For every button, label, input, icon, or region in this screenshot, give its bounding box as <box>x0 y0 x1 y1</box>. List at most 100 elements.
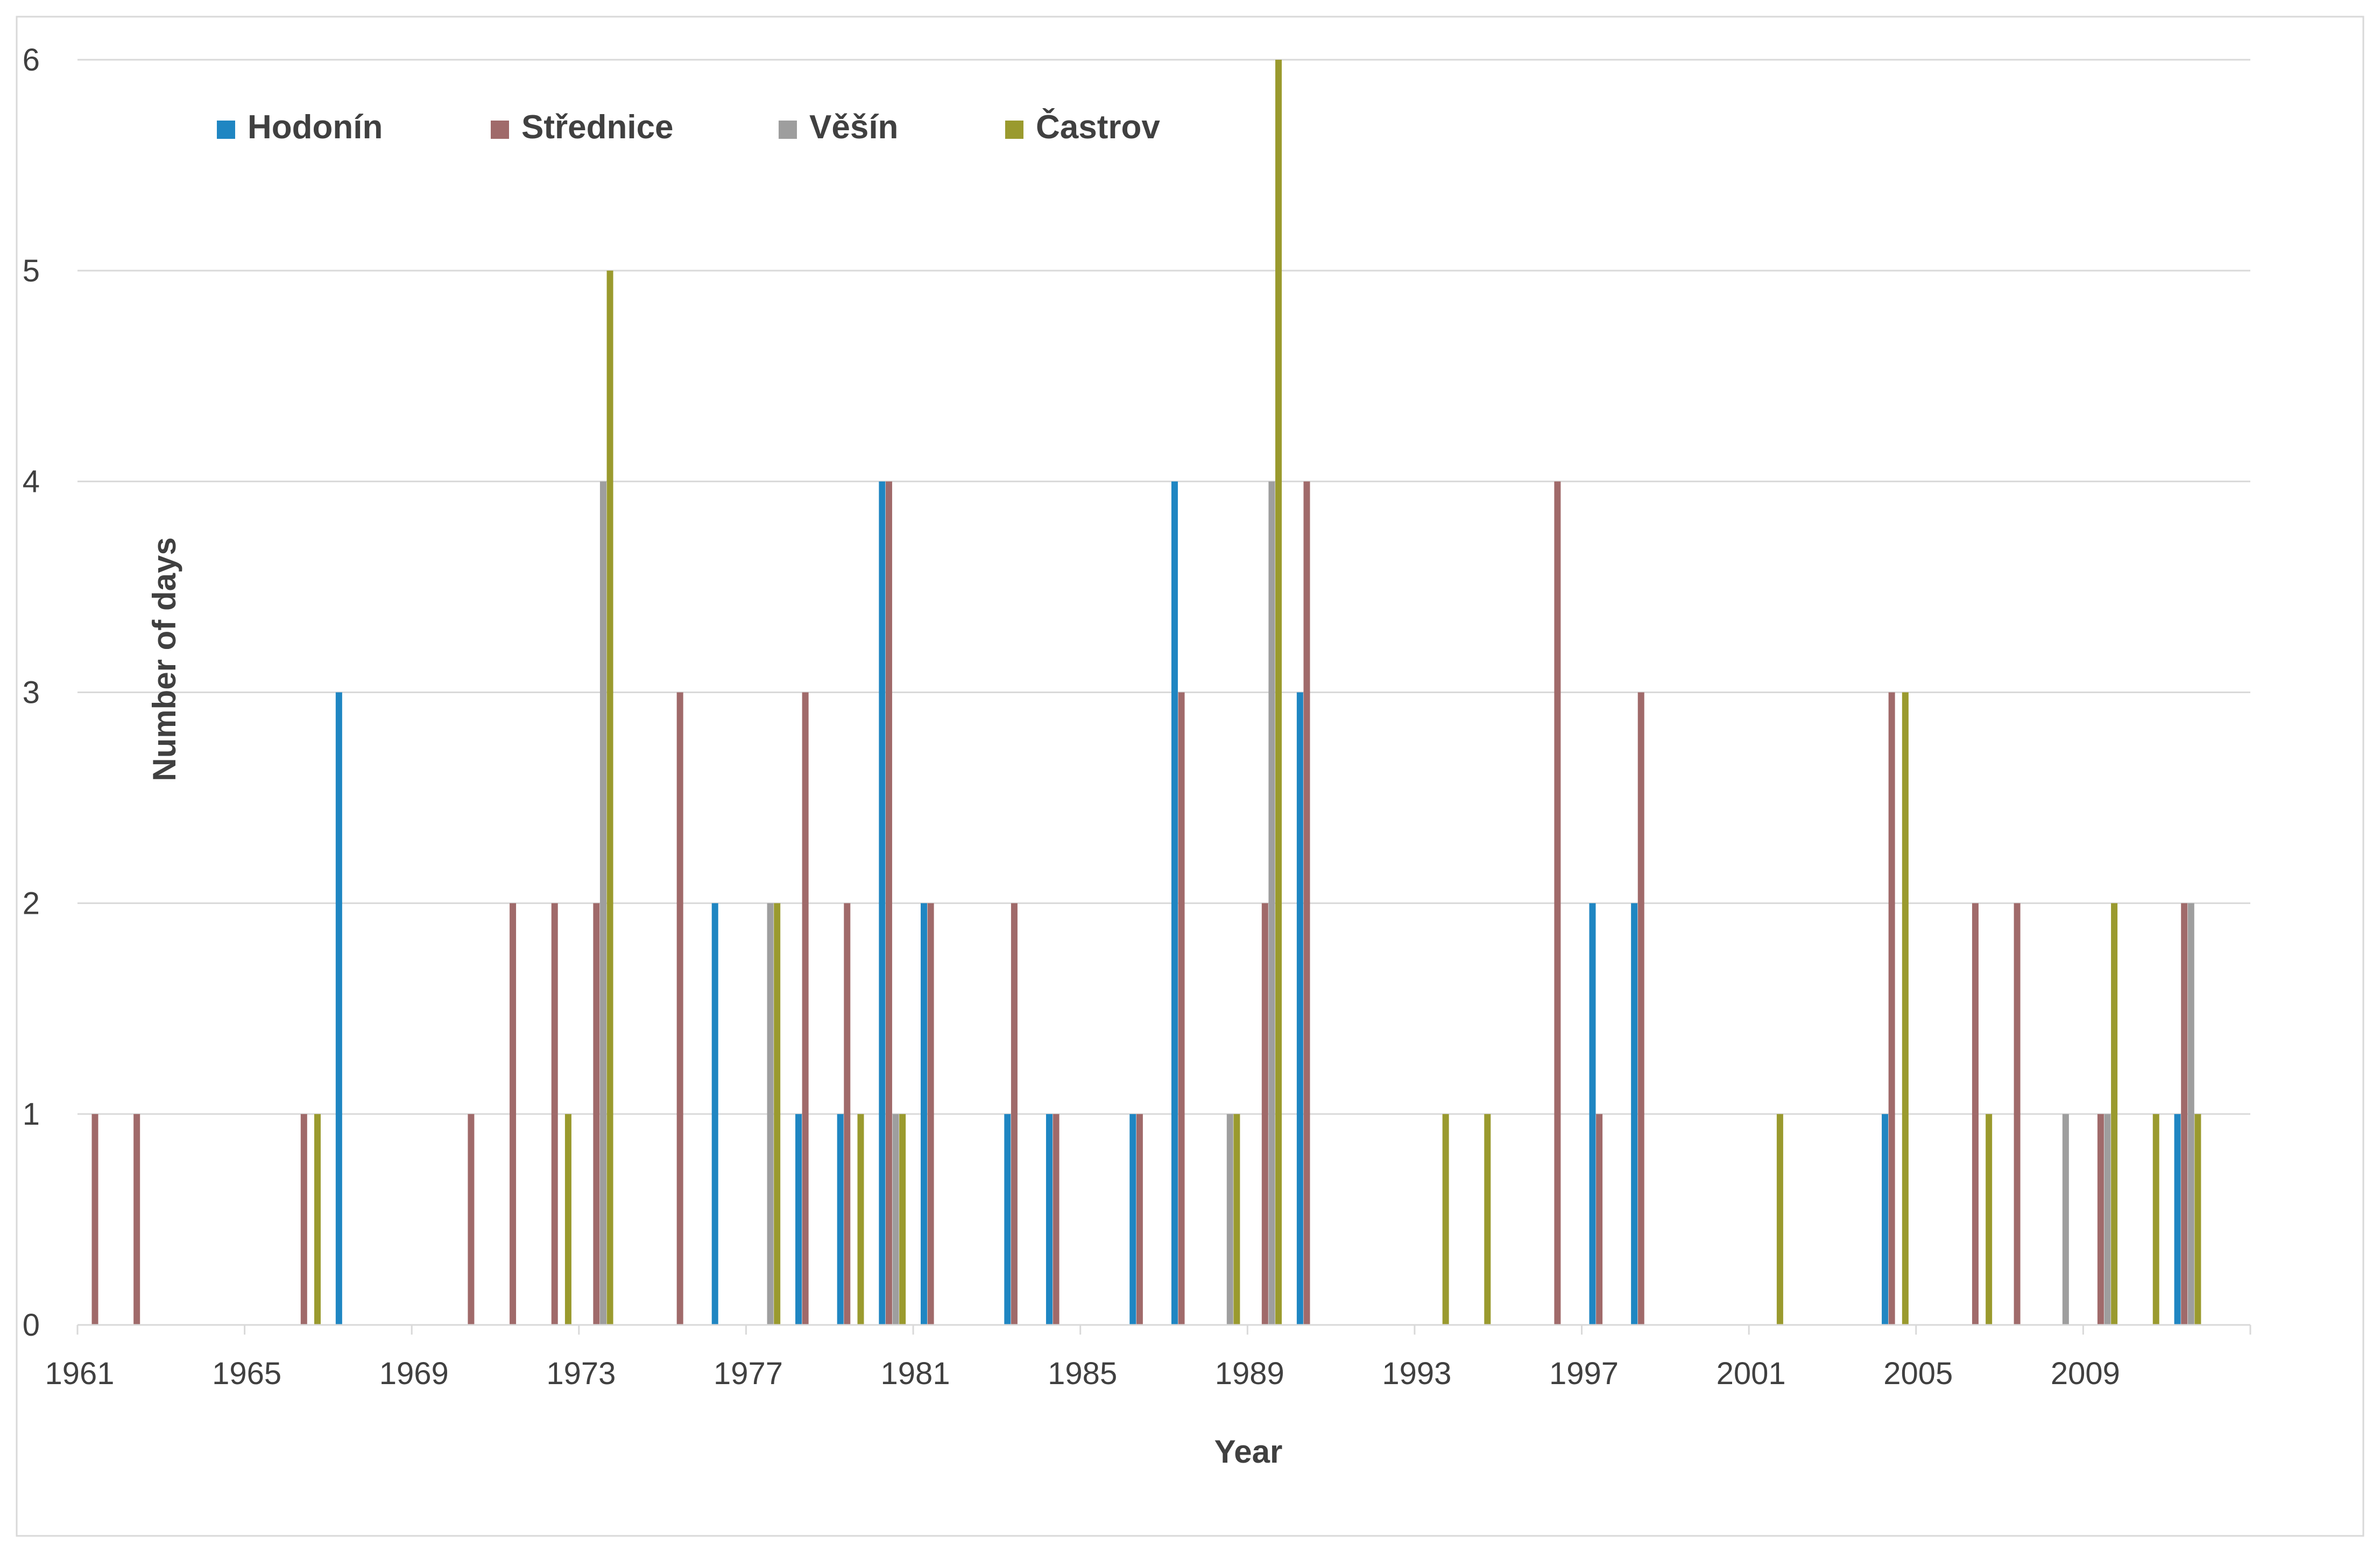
legend-item: Častrov <box>1005 109 1160 146</box>
bar-Střednice-1972 <box>551 903 558 1325</box>
bar-Hodonín-1978 <box>795 1114 802 1325</box>
bar-Hodonín-1998 <box>1631 903 1638 1325</box>
x-tick-label: 1981 <box>881 1356 950 1391</box>
bar-Častrov-1993 <box>1442 1114 1449 1325</box>
bar-Častrov-1988 <box>1233 1114 1240 1325</box>
bar-Střednice-1986 <box>1136 1114 1143 1325</box>
bar-Střednice-1962 <box>133 1114 140 1325</box>
legend-label: Střednice <box>521 109 674 146</box>
y-tick-label: 4 <box>23 464 40 499</box>
legend: Hodonín Střednice Věšín Častrov <box>217 109 1160 146</box>
bar-Hodonín-2011 <box>2174 1114 2181 1325</box>
bar-Častrov-1994 <box>1484 1114 1491 1325</box>
bar-Střednice-2011 <box>2181 903 2188 1325</box>
x-tick-label: 1965 <box>212 1356 281 1391</box>
y-tick-label: 1 <box>23 1097 40 1132</box>
bar-Častrov-2006 <box>1986 1114 1993 1325</box>
y-tick-label: 5 <box>23 253 40 288</box>
y-tick-label: 2 <box>23 886 40 921</box>
bar-Hodonín-1979 <box>837 1114 844 1325</box>
bar-Střednice-1980 <box>885 481 892 1325</box>
bar-Věšín-1989 <box>1268 481 1275 1325</box>
bar-Věšín-2008 <box>2062 1114 2069 1325</box>
x-tick-label: 1985 <box>1048 1356 1117 1391</box>
bar-Častrov-1972 <box>564 1114 571 1325</box>
bar-Střednice-1973 <box>593 903 600 1325</box>
bar-Věšín-1980 <box>892 1114 899 1325</box>
x-tick-label: 1993 <box>1382 1356 1451 1391</box>
bar-Střednice-1981 <box>927 903 934 1325</box>
bar-Střednice-2009 <box>2097 1114 2104 1325</box>
x-axis <box>76 1324 2251 1335</box>
legend-item: Hodonín <box>217 109 383 146</box>
bar-Střednice-2006 <box>1972 903 1979 1325</box>
x-tick-label: 2001 <box>1717 1356 1786 1391</box>
bar-Střednice-1998 <box>1637 692 1644 1325</box>
bar-Častrov-1979 <box>857 1114 864 1325</box>
x-axis-title: Year <box>1214 1434 1283 1470</box>
bar-Častrov-2011 <box>2194 1114 2201 1325</box>
bar-Věšín-1973 <box>599 481 606 1325</box>
bar-Hodonín-1987 <box>1171 481 1178 1325</box>
y-tick-label: 0 <box>23 1308 40 1343</box>
bar-Častrov-1966 <box>314 1114 321 1325</box>
y-axis-title: Number of days <box>146 537 182 781</box>
legend-swatch <box>217 121 235 139</box>
legend-label: Častrov <box>1036 109 1160 146</box>
bar-Střednice-1987 <box>1178 692 1185 1325</box>
bar-Střednice-1971 <box>510 903 517 1325</box>
bar-Častrov-1977 <box>774 903 781 1325</box>
bar-Střednice-2004 <box>1888 692 1895 1325</box>
y-axis: 0 1 2 3 4 5 6 <box>23 43 40 1343</box>
legend-label: Hodonín <box>248 109 383 146</box>
y-tick-label: 6 <box>23 43 40 77</box>
bar-Hodonín-1981 <box>921 903 928 1325</box>
x-tick-label: 1997 <box>1549 1356 1619 1391</box>
bar-Střednice-1979 <box>844 903 851 1325</box>
y-tick-label: 3 <box>23 675 40 710</box>
legend-label: Věšín <box>809 109 898 146</box>
x-tick-label: 1961 <box>45 1356 114 1391</box>
bar-Střednice-1983 <box>1011 903 1018 1325</box>
legend-swatch <box>491 121 509 139</box>
bar-Častrov-1973 <box>606 270 613 1325</box>
legend-item: Věšín <box>779 109 898 146</box>
bar-Střednice-1978 <box>802 692 809 1325</box>
bar-Hodonín-1967 <box>335 692 342 1325</box>
bar-Střednice-1975 <box>676 692 683 1325</box>
bar-Věšín-1977 <box>767 903 774 1325</box>
bar-Střednice-1984 <box>1053 1114 1060 1325</box>
x-tick-label: 1977 <box>714 1356 783 1391</box>
bar-Věšín-1988 <box>1226 1114 1233 1325</box>
x-tick-label: 1989 <box>1215 1356 1284 1391</box>
bar-Častrov-2010 <box>2152 1114 2159 1325</box>
bar-Častrov-2009 <box>2111 903 2118 1325</box>
bars <box>91 60 2201 1325</box>
bar-Častrov-1980 <box>899 1114 906 1325</box>
bar-Věšín-2009 <box>2104 1114 2111 1325</box>
x-tick-label: 1973 <box>546 1356 616 1391</box>
bar-Věšín-2011 <box>2187 903 2194 1325</box>
bar-Střednice-1997 <box>1596 1114 1603 1325</box>
x-tick-label: 1969 <box>379 1356 449 1391</box>
legend-item: Střednice <box>491 109 674 146</box>
x-tick-label: 2005 <box>1883 1356 1953 1391</box>
bar-Hodonín-1986 <box>1129 1114 1136 1325</box>
bar-Střednice-1996 <box>1554 481 1561 1325</box>
bar-Hodonín-2004 <box>1882 1114 1889 1325</box>
bar-Hodonín-1997 <box>1589 903 1596 1325</box>
bar-Hodonín-1983 <box>1004 1114 1011 1325</box>
bar-Střednice-2007 <box>2014 903 2021 1325</box>
bar-Střednice-1989 <box>1261 903 1268 1325</box>
bar-Hodonín-1976 <box>711 903 718 1325</box>
legend-swatch <box>1005 121 1023 139</box>
bar-Střednice-1966 <box>300 1114 307 1325</box>
bar-Hodonín-1990 <box>1296 692 1303 1325</box>
bar-Častrov-2001 <box>1776 1114 1783 1325</box>
bar-Hodonín-1980 <box>879 481 886 1325</box>
bar-Střednice-1970 <box>468 1114 475 1325</box>
bar-Střednice-1990 <box>1303 481 1310 1325</box>
bar-Častrov-2004 <box>1902 692 1909 1325</box>
